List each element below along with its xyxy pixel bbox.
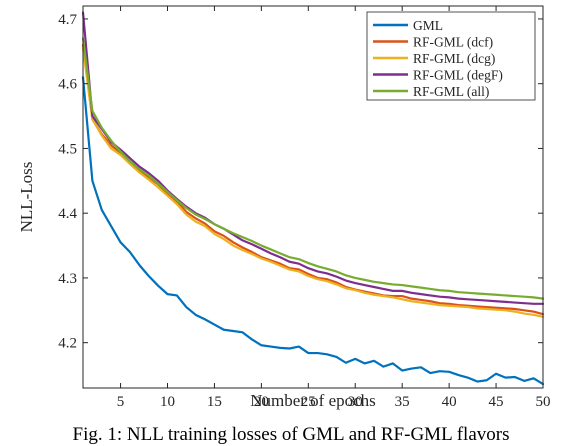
legend-entry-label: GML xyxy=(413,18,443,33)
x-tick-label: 25 xyxy=(301,394,316,410)
series-line-2 xyxy=(81,46,545,318)
y-tick-label: 4.3 xyxy=(58,271,77,287)
x-axis-title: Number of epochs xyxy=(250,391,376,410)
legend-entry-label: RF-GML (dcg) xyxy=(413,51,495,66)
y-tick-label: 4.5 xyxy=(58,141,77,157)
legend-entry-label: RF-GML (all) xyxy=(413,84,489,99)
y-tick-label: 4.2 xyxy=(58,336,77,352)
x-tick-label: 30 xyxy=(348,394,363,410)
x-tick-label: 15 xyxy=(207,394,222,410)
y-tick-label: 4.4 xyxy=(58,206,77,222)
x-tick-label: 20 xyxy=(254,394,269,410)
y-tick-label: 4.7 xyxy=(58,12,77,28)
x-axis: 5 10 15 20 25 30 35 40 45 50 xyxy=(117,6,551,410)
legend-entry-label: RF-GML (degF) xyxy=(413,68,503,83)
series-line-4 xyxy=(81,37,545,300)
x-tick-label: 5 xyxy=(117,394,125,410)
y-axis: 4.2 4.3 4.4 4.5 4.6 4.7 xyxy=(58,12,543,352)
x-tick-label: 50 xyxy=(536,394,551,410)
figure-caption: Fig. 1: NLL training losses of GML and R… xyxy=(72,424,510,445)
legend-box xyxy=(366,11,536,101)
series-line-0 xyxy=(81,76,545,386)
series-line-3 xyxy=(81,11,545,305)
series-lines xyxy=(81,11,545,386)
y-tick-label: 4.6 xyxy=(58,77,77,93)
x-tick-label: 45 xyxy=(489,394,504,410)
legend-entry-label: RF-GML (dcf) xyxy=(413,35,493,50)
plot-frame xyxy=(82,5,544,389)
y-axis-title: NLL-Loss xyxy=(17,162,36,233)
x-tick-label: 35 xyxy=(395,394,410,410)
legend: GML RF-GML (dcf)RF-GML (dcg) RF-GML (degF)… xyxy=(366,11,536,101)
x-tick-label: 10 xyxy=(160,394,175,410)
x-tick-label: 40 xyxy=(442,394,457,410)
